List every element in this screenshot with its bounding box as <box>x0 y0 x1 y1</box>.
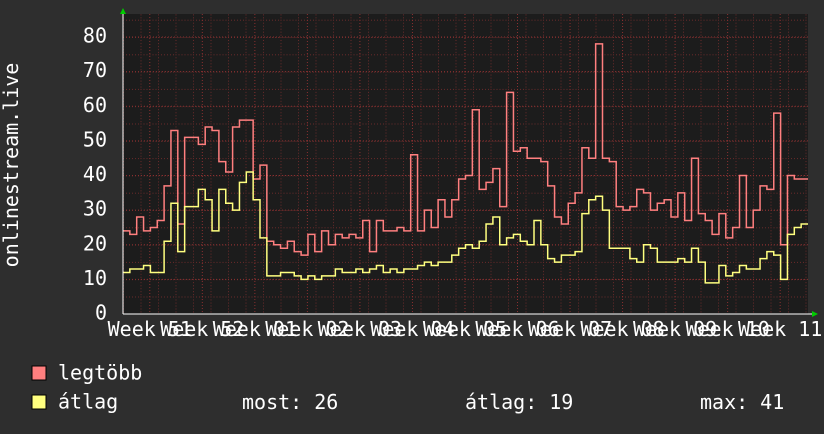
x-tick-label: Week 11 <box>738 317 822 341</box>
x-tick-label: Week 01 <box>213 317 297 341</box>
stat: átlag: 19 <box>465 390 573 414</box>
x-arrow <box>812 311 818 317</box>
y-tick-label: 10 <box>83 266 107 290</box>
series-line <box>123 43 808 256</box>
y-tick-label: 50 <box>83 127 107 151</box>
legend-swatch <box>31 365 47 381</box>
minor-grid <box>123 14 808 314</box>
stat-value: 19 <box>549 390 573 414</box>
stat: max: 41 <box>700 390 784 414</box>
x-tick-label: Week 05 <box>423 317 507 341</box>
y-tick-label: 30 <box>83 197 107 221</box>
y-axis-label: onlinestream.live <box>0 63 23 268</box>
x-tick-label: Week 02 <box>265 317 349 341</box>
x-tick-label: Week 04 <box>370 317 454 341</box>
x-tick-label: Week 51 <box>108 317 192 341</box>
y-tick-label: 0 <box>95 301 107 325</box>
legend-label: átlag <box>58 390 118 414</box>
legend-swatch <box>31 394 47 410</box>
stat-label: átlag: <box>465 390 537 414</box>
y-tick-label: 60 <box>83 93 107 117</box>
y-tick-label: 80 <box>83 24 107 48</box>
x-tick-label: Week 07 <box>528 317 612 341</box>
stat-label: max: <box>700 390 748 414</box>
x-tick-label: Week 52 <box>160 317 244 341</box>
x-tick-label: Week 10 <box>685 317 769 341</box>
series-line <box>123 171 808 284</box>
y-tick-label: 20 <box>83 231 107 255</box>
y-tick-label: 40 <box>83 162 107 186</box>
legend: legtöbb átlag most: 26 átlag: 19 max: 41 <box>31 361 784 414</box>
stat-value: 41 <box>760 390 784 414</box>
x-tick-label: Week 06 <box>475 317 559 341</box>
stat-value: 26 <box>314 390 338 414</box>
stat-label: most: <box>242 390 302 414</box>
x-tick-label: Week 08 <box>580 317 664 341</box>
plot <box>123 14 808 315</box>
y-tick-label: 70 <box>83 58 107 82</box>
x-tick-label: Week 09 <box>633 317 717 341</box>
stat: most: 26 <box>242 390 338 414</box>
y-arrow <box>120 8 126 14</box>
x-tick-label: Week 03 <box>318 317 402 341</box>
legend-label: legtöbb <box>58 361 142 385</box>
